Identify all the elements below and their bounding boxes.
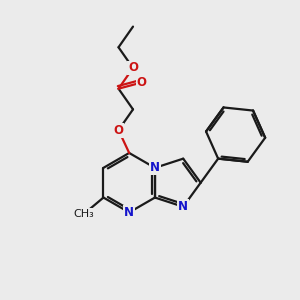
- Text: O: O: [128, 61, 138, 74]
- Text: N: N: [178, 200, 188, 213]
- Text: CH₃: CH₃: [74, 209, 94, 219]
- Text: N: N: [150, 161, 160, 174]
- Text: O: O: [136, 76, 146, 89]
- Text: O: O: [113, 124, 124, 136]
- Text: N: N: [124, 206, 134, 219]
